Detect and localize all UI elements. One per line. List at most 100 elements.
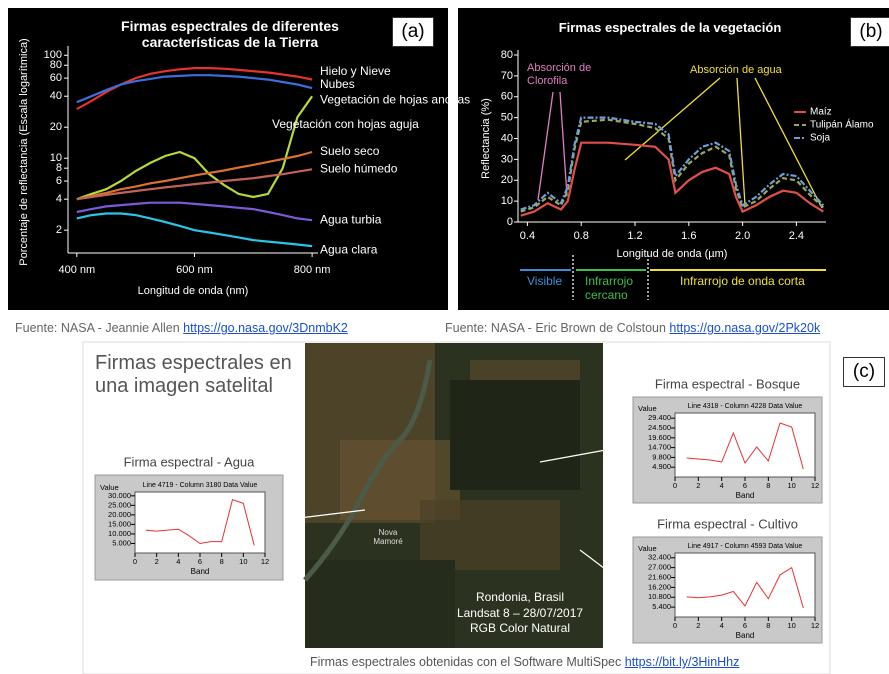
x-axis-label: Band: [736, 631, 755, 640]
x-tick-label: 12: [811, 481, 819, 490]
x-tick-label: 1.6: [681, 230, 696, 242]
figure-title: Firmas espectrales en una imagen satelit…: [95, 352, 292, 397]
y-tick-label: 40: [501, 132, 513, 144]
y-tick-label: 60: [50, 72, 62, 84]
y-tick-label: 6: [56, 175, 62, 187]
y-tick-label: 0: [507, 216, 513, 228]
y-tick-label: 15.000: [108, 519, 131, 528]
chart-title: Firmas espectrales de diferentes caracte…: [121, 18, 339, 51]
y-tick-label: 20: [501, 174, 513, 186]
legend-label: Maíz: [810, 107, 832, 118]
x-tick-label: 10: [787, 481, 795, 490]
series-line: [76, 201, 313, 222]
y-axis-label: Value: [100, 483, 119, 492]
source-link[interactable]: https://go.nasa.gov/3DnmbK2: [183, 321, 348, 335]
series-line: [76, 168, 313, 201]
x-tick-label: 1.2: [627, 230, 642, 242]
y-tick-label: 80: [50, 59, 62, 71]
band-label: Visible: [527, 274, 563, 288]
panel-label: (c): [843, 357, 885, 387]
y-tick-label: 24.500: [648, 423, 671, 432]
y-tick-label: 20.000: [108, 510, 131, 519]
y-tick-label: 30: [501, 153, 513, 165]
source-text: Fuente: NASA - Jeannie Allen: [15, 321, 180, 335]
series-label: Hielo y Nieve: [320, 64, 391, 78]
x-tick-label: 2: [155, 557, 159, 566]
chart-title: Firmas espectrales de la vegetación: [558, 20, 782, 35]
panel-label: (a): [392, 17, 434, 47]
location: RGB Color Natural: [469, 621, 571, 636]
x-axis-label: Longitud de onda (µm): [617, 248, 728, 260]
series-line: [686, 422, 804, 470]
x-tick-label: 10: [787, 621, 795, 630]
y-tick-label: 32.400: [648, 553, 671, 562]
plot-area: [674, 412, 816, 478]
y-tick-label: 9.800: [652, 452, 671, 461]
chart-subtitle: Line 4917 - Column 4593 Data Value: [688, 543, 803, 550]
annotation: Absorción de agua: [690, 64, 782, 76]
series-label: Vegetación de hojas anchas: [320, 92, 470, 106]
x-tick-label: 6: [743, 621, 747, 630]
series-line: [76, 74, 313, 104]
band-label: Infrarrojo de onda corta: [680, 274, 805, 288]
source-link[interactable]: https://go.nasa.gov/2Pk20k: [669, 321, 821, 335]
y-tick-label: 2: [56, 224, 62, 236]
plot-area: [134, 491, 266, 554]
caption: Firmas espectrales obtenidas con el Soft…: [310, 655, 739, 669]
source: Fuente: NASA - Jeannie Allen https://go.…: [15, 321, 348, 335]
series-line: [76, 150, 313, 201]
source-text: Fuente: NASA - Eric Brown de Colstoun: [445, 321, 666, 335]
x-tick-label: 12: [811, 621, 819, 630]
y-tick-label: 29.400: [648, 413, 671, 422]
x-tick-label: 0: [133, 557, 137, 566]
x-tick-label: 8: [220, 557, 224, 566]
place-label: Nova Mamoré: [373, 528, 403, 547]
source: Fuente: NASA - Eric Brown de Colstoun ht…: [445, 321, 820, 335]
y-tick-label: 27.000: [648, 563, 671, 572]
x-tick-label: 0: [673, 481, 677, 490]
y-tick-label: 30.000: [108, 491, 131, 500]
y-tick-label: 16.200: [648, 582, 671, 591]
y-tick-label: 60: [501, 91, 513, 103]
y-axis-label: Value: [638, 544, 657, 553]
y-tick-label: 14.700: [648, 443, 671, 452]
x-axis-label: Band: [736, 491, 755, 500]
y-tick-label: 10: [50, 152, 62, 164]
y-tick-label: 40: [50, 90, 62, 102]
x-tick-label: 6: [743, 481, 747, 490]
x-tick-label: 8: [766, 621, 770, 630]
panel-c: [82, 341, 831, 674]
series-line: [520, 118, 825, 213]
y-tick-label: 5.400: [652, 602, 671, 611]
x-tick-label: 2: [696, 621, 700, 630]
series-label: Suelo seco: [320, 144, 380, 158]
annotation: Vegetación con hojas aguja: [272, 117, 419, 131]
plot-area: [674, 552, 816, 618]
x-tick-label: 400 nm: [58, 264, 95, 276]
y-tick-label: 80: [501, 49, 513, 61]
x-tick-label: 0.8: [574, 230, 589, 242]
x-tick-label: 600 nm: [176, 264, 213, 276]
x-tick-label: 4: [176, 557, 180, 566]
x-tick-label: 2: [696, 481, 700, 490]
chart-subtitle: Line 4318 - Column 4228 Data Value: [688, 403, 803, 410]
x-axis-label: Band: [191, 567, 210, 576]
y-tick-label: 100: [44, 49, 62, 61]
x-tick-label: 2.0: [735, 230, 750, 242]
series-line: [76, 95, 314, 201]
chart-subtitle: Line 4719 - Column 3180 Data Value: [143, 482, 258, 489]
y-axis-label: Value: [638, 404, 657, 413]
y-tick-label: 5.000: [112, 538, 131, 547]
x-axis-label: Longitud de onda (nm): [138, 285, 249, 297]
series-label: Agua turbia: [320, 212, 382, 226]
series-line: [686, 566, 804, 609]
caption-link[interactable]: https://bit.ly/3HinHhz: [624, 655, 740, 669]
x-tick-label: 0: [673, 621, 677, 630]
location: Rondonia, Brasil: [475, 590, 565, 604]
y-tick-label: 10.800: [648, 592, 671, 601]
series-label: Agua clara: [320, 242, 378, 256]
satellite-image: [303, 343, 603, 648]
series-label: Suelo húmedo: [320, 161, 398, 175]
